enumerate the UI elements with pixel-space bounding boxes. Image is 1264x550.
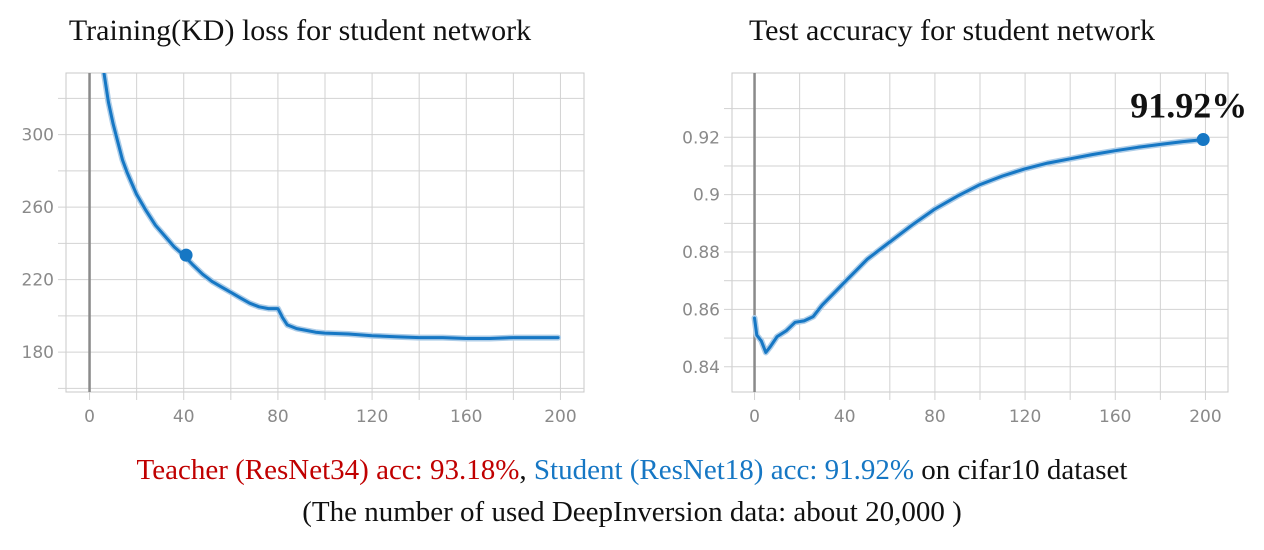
x-tick-label: 120	[1009, 407, 1041, 427]
data-point-marker	[1196, 133, 1210, 147]
x-tick-label: 80	[924, 407, 946, 427]
y-tick-label: 260	[22, 198, 54, 218]
x-tick-label: 160	[1099, 407, 1131, 427]
x-tick-label: 40	[834, 407, 856, 427]
teacher-accuracy-text: Teacher (ResNet34) acc: 93.18%	[136, 454, 520, 486]
series-halo	[100, 73, 562, 342]
training-loss-plot: 0 40 80 120 160 200 180 220 260 300	[22, 72, 585, 427]
y-tick-label: 0.84	[682, 358, 720, 378]
training-loss-chart: Training(KD) loss for student network 0 4…	[0, 0, 600, 440]
x-tick-label: 200	[544, 407, 576, 427]
y-tick-label: 300	[22, 126, 54, 146]
y-tick-label: 180	[22, 343, 54, 363]
series-halo	[751, 136, 1207, 356]
caption-comma: ,	[519, 454, 534, 486]
y-tick-label: 0.9	[693, 186, 720, 206]
x-tick-label: 0	[84, 407, 95, 427]
y-tick-label: 220	[22, 271, 54, 291]
series-line	[102, 73, 560, 340]
chart-title: Test accuracy for student network	[748, 14, 1156, 47]
x-tick-label: 120	[356, 407, 388, 427]
student-accuracy-text: Student (ResNet18) acc: 91.92%	[533, 454, 915, 486]
x-tick-label: 40	[173, 407, 195, 427]
caption-dataset-text: on cifar10 dataset	[914, 454, 1128, 486]
test-accuracy-plot: 0 40 80 120 160 200 0.84 0.86 0.88 0.9 0.92 91.92%	[682, 72, 1247, 427]
caption-data-note: (The number of used DeepInversion data: …	[302, 496, 962, 528]
y-tick-label: 0.92	[682, 128, 720, 148]
series-line	[753, 138, 1205, 354]
data-point-marker	[179, 248, 193, 262]
x-tick-label: 0	[749, 407, 760, 427]
test-accuracy-chart: Test accuracy for student network 0 40 80 1…	[640, 0, 1264, 440]
chart-title: Training(KD) loss for student network	[68, 14, 532, 47]
y-tick-label: 0.86	[682, 300, 720, 320]
x-tick-label: 200	[1189, 407, 1221, 427]
y-tick-label: 0.88	[682, 243, 720, 263]
x-tick-label: 160	[450, 407, 482, 427]
x-tick-label: 80	[267, 407, 289, 427]
caption-accuracy-summary: Teacher (ResNet34) acc: 93.18%, Student …	[0, 454, 1264, 487]
final-accuracy-annotation: 91.92%	[1130, 86, 1247, 126]
